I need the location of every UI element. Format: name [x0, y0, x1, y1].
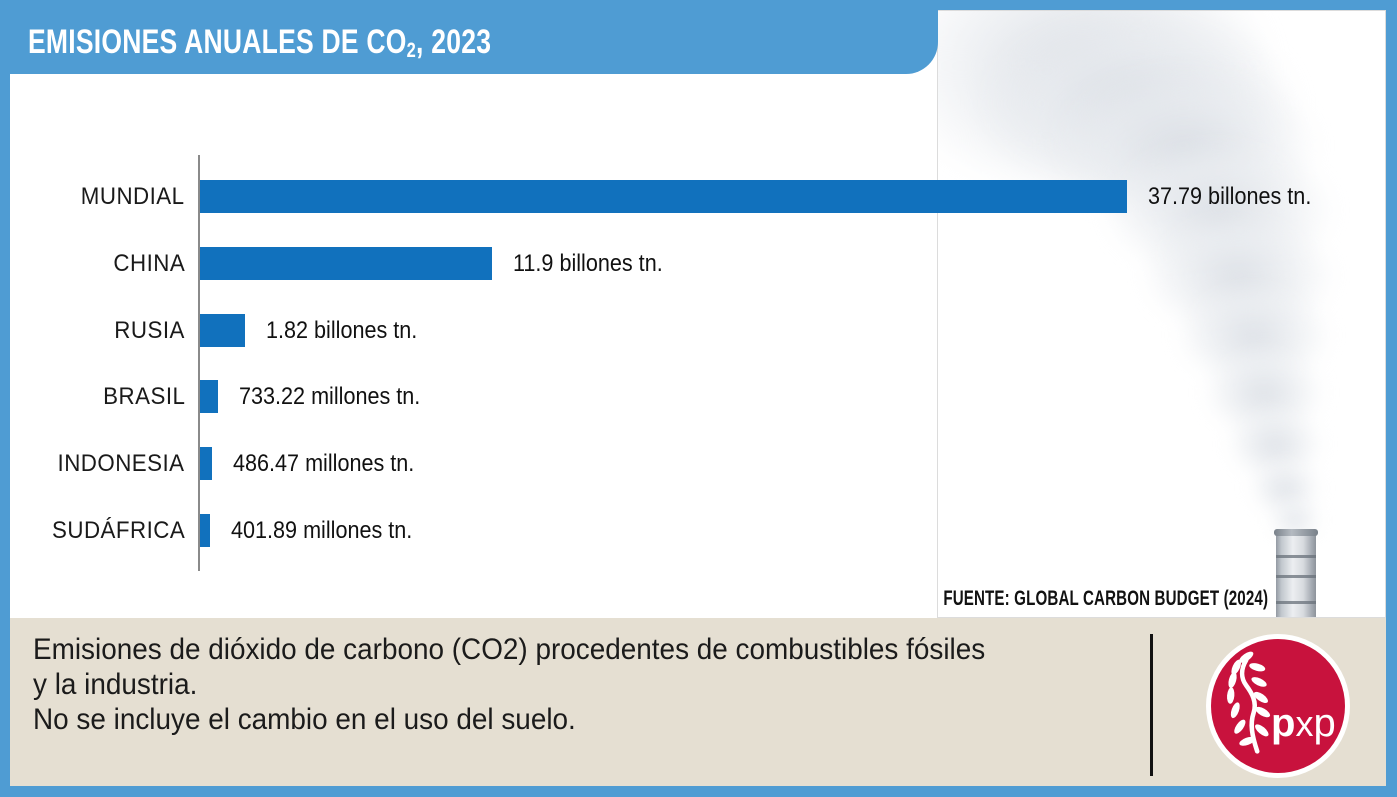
chimney — [1274, 529, 1318, 617]
bar-row: SUDÁFRICA 401.89 millones tn. — [0, 514, 1397, 547]
bar — [200, 380, 218, 413]
subscript-2: 2 — [406, 39, 417, 63]
chimney-band — [1276, 575, 1316, 578]
footer-divider — [1150, 634, 1153, 776]
category-label: CHINA — [113, 250, 185, 277]
value-label: 11.9 billones tn. — [513, 250, 663, 277]
logo-text: pxp — [1271, 701, 1336, 745]
bar — [200, 514, 210, 547]
category-label: MUNDIAL — [81, 183, 185, 210]
value-label: 733.22 millones tn. — [239, 383, 421, 410]
value-label: 401.89 millones tn. — [231, 517, 413, 544]
chimney-rim — [1274, 529, 1318, 536]
category-label: RUSIA — [114, 317, 185, 344]
chimney-band — [1276, 555, 1316, 558]
logo-vine-icon — [1227, 651, 1271, 754]
source-label: FUENTE: GLOBAL CARBON BUDGET (2024) — [943, 587, 1268, 610]
bar — [200, 247, 492, 280]
header-bar: EMISIONES ANUALES DE CO2, 2023 — [0, 0, 938, 74]
value-label: 37.79 billones tn. — [1148, 183, 1312, 210]
footnote: Emisiones de dióxido de carbono (CO2) pr… — [33, 632, 1057, 737]
pxp-logo: pxp — [1206, 634, 1350, 778]
bar-row: CHINA 11.9 billones tn. — [0, 247, 1397, 280]
bar-row: BRASIL 733.22 millones tn. — [0, 380, 1397, 413]
footer: Emisiones de dióxido de carbono (CO2) pr… — [10, 618, 1386, 786]
value-label: 486.47 millones tn. — [233, 450, 415, 477]
value-label: 1.82 billones tn. — [266, 317, 418, 344]
chimney-band — [1276, 601, 1316, 604]
footnote-line: Emisiones de dióxido de carbono (CO2) pr… — [33, 633, 986, 666]
bar — [200, 447, 212, 480]
y-axis-line — [198, 155, 200, 571]
category-label: INDONESIA — [58, 450, 185, 477]
footnote-line: y la industria. — [33, 668, 198, 701]
bar-row: INDONESIA 486.47 millones tn. — [0, 447, 1397, 480]
bar — [200, 314, 245, 347]
logo-circle: pxp — [1211, 639, 1345, 773]
bar-row: MUNDIAL 37.79 billones tn. — [0, 180, 1397, 213]
category-label: SUDÁFRICA — [51, 517, 185, 544]
smokestack-photo-card: FUENTE: GLOBAL CARBON BUDGET (2024) — [937, 10, 1386, 618]
page-title: EMISIONES ANUALES DE CO2, 2023 — [28, 23, 492, 63]
category-label: BRASIL — [102, 383, 185, 410]
bar-row: RUSIA 1.82 billones tn. — [0, 314, 1397, 347]
footnote-line: No se incluye el cambio en el uso del su… — [33, 703, 576, 736]
bar — [200, 180, 1127, 213]
